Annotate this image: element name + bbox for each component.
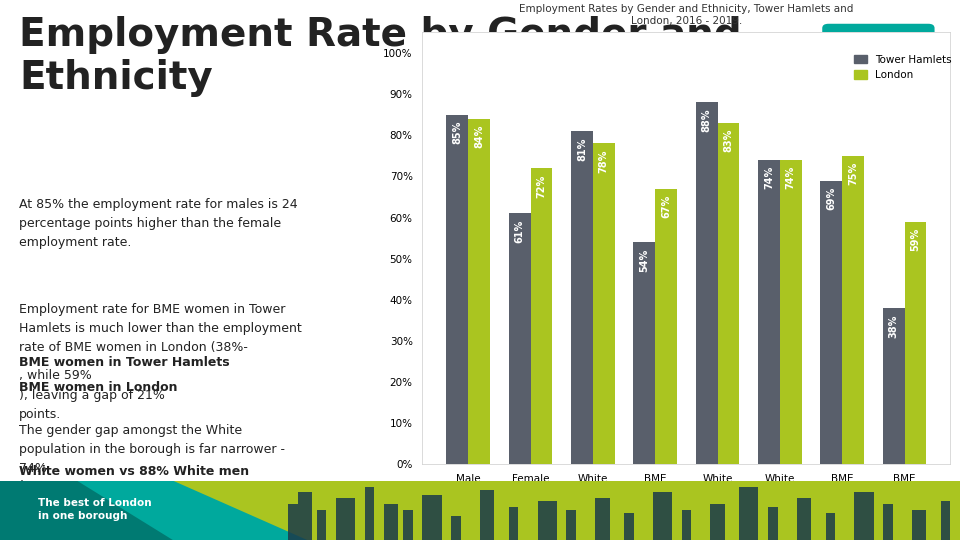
Bar [941,501,950,540]
Bar [480,489,494,540]
Bar [710,504,725,540]
Title: Employment Rates by Gender and Ethnicity, Tower Hamlets and
London, 2016 - 2019.: Employment Rates by Gender and Ethnicity… [519,4,853,26]
Text: 75%: 75% [848,162,858,185]
Text: ), leaving a gap of 21%
points.: ), leaving a gap of 21% points. [19,389,165,421]
Bar [422,496,442,540]
Text: 38%: 38% [889,314,899,338]
Text: 85%: 85% [452,121,463,144]
Bar [854,492,874,540]
Text: Employment Rate by Gender and
Ethnicity: Employment Rate by Gender and Ethnicity [19,16,742,97]
Bar [682,510,691,540]
Bar [821,180,842,464]
Text: Employment rate for BME women in Tower
Hamlets is much lower than the employment: Employment rate for BME women in Tower H… [19,303,302,354]
Bar [336,498,355,540]
Bar [653,492,672,540]
Text: 69%: 69% [827,187,836,210]
Text: BME women in London: BME women in London [19,381,178,394]
Bar [403,510,413,540]
Bar [451,516,461,540]
Polygon shape [0,481,173,540]
Bar [593,144,614,464]
Bar [365,487,374,540]
Text: TOWER
HAMLETS: TOWER HAMLETS [860,52,897,65]
Bar [531,168,552,464]
Text: 88%: 88% [702,109,711,132]
Bar [446,114,468,464]
Text: 72%: 72% [537,174,546,198]
Bar [317,510,326,540]
Text: White women vs 88% White men: White women vs 88% White men [19,465,250,478]
Bar [509,508,518,540]
Text: BME women in Tower Hamlets: BME women in Tower Hamlets [19,356,229,369]
Text: At 85% the employment rate for males is 24
percentage points higher than the fem: At 85% the employment rate for males is … [19,198,298,248]
Bar [717,123,739,464]
Bar [739,487,758,540]
Text: , while 59%: , while 59% [19,369,96,382]
Text: 84%: 84% [474,125,484,148]
Bar [883,308,904,464]
Bar [509,213,531,464]
Bar [571,131,593,464]
Bar [288,504,298,540]
Text: The gender gap amongst the White
population in the borough is far narrower -
74%: The gender gap amongst the White populat… [19,424,285,475]
Polygon shape [0,481,307,540]
Bar [656,189,677,464]
Polygon shape [0,481,960,540]
Bar [842,156,864,464]
Bar [538,501,557,540]
Text: 67%: 67% [661,195,671,218]
Text: Source: ONS Annual Population Survey, June to July 2016-2019, 3 Year Average: Source: ONS Annual Population Survey, Ju… [422,501,755,510]
Bar [758,160,780,464]
Bar [768,508,778,540]
Text: 81%: 81% [577,137,587,161]
Text: 78%: 78% [599,150,609,173]
Text: The best of London
in one borough: The best of London in one borough [38,497,152,521]
Bar [912,510,926,540]
Bar [634,242,656,464]
Bar [384,504,398,540]
Text: 54%: 54% [639,248,649,272]
Legend: Tower Hamlets, London: Tower Hamlets, London [850,51,956,84]
Text: 61%: 61% [515,220,525,243]
Text: 74%: 74% [764,166,774,190]
Bar [696,103,717,464]
Bar [624,513,634,540]
Text: 83%: 83% [724,129,733,152]
Text: 59%: 59% [910,228,921,251]
Bar [566,510,576,540]
FancyBboxPatch shape [822,24,934,93]
Bar [595,498,610,540]
Bar [468,119,490,464]
Bar [904,221,926,464]
Bar [780,160,802,464]
Bar [298,492,312,540]
Bar [883,504,893,540]
Bar [797,498,811,540]
Bar [826,513,835,540]
Text: 74%: 74% [786,166,796,190]
Text: .: . [19,471,23,484]
